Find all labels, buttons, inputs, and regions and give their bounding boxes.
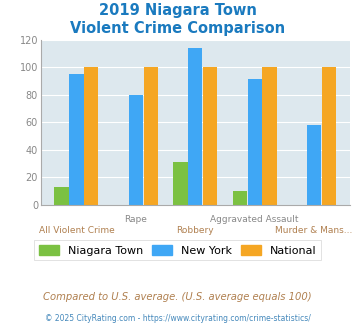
Text: Murder & Mans...: Murder & Mans... — [275, 226, 353, 235]
Bar — [203, 67, 217, 205]
Text: Robbery: Robbery — [176, 226, 214, 235]
Bar — [188, 48, 202, 205]
Bar — [233, 191, 247, 205]
Legend: Niagara Town, New York, National: Niagara Town, New York, National — [34, 240, 321, 260]
Bar — [69, 74, 83, 205]
Bar — [54, 187, 69, 205]
Bar — [262, 67, 277, 205]
Text: All Violent Crime: All Violent Crime — [39, 226, 114, 235]
Text: Rape: Rape — [124, 214, 147, 223]
Bar — [247, 80, 262, 205]
Bar — [143, 67, 158, 205]
Text: Compared to U.S. average. (U.S. average equals 100): Compared to U.S. average. (U.S. average … — [43, 292, 312, 302]
Bar — [129, 95, 143, 205]
Text: Violent Crime Comparison: Violent Crime Comparison — [70, 21, 285, 36]
Bar — [84, 67, 98, 205]
Text: 2019 Niagara Town: 2019 Niagara Town — [99, 3, 256, 18]
Text: © 2025 CityRating.com - https://www.cityrating.com/crime-statistics/: © 2025 CityRating.com - https://www.city… — [45, 314, 310, 323]
Bar — [173, 162, 187, 205]
Text: Aggravated Assault: Aggravated Assault — [211, 214, 299, 223]
Bar — [322, 67, 336, 205]
Bar — [307, 125, 321, 205]
